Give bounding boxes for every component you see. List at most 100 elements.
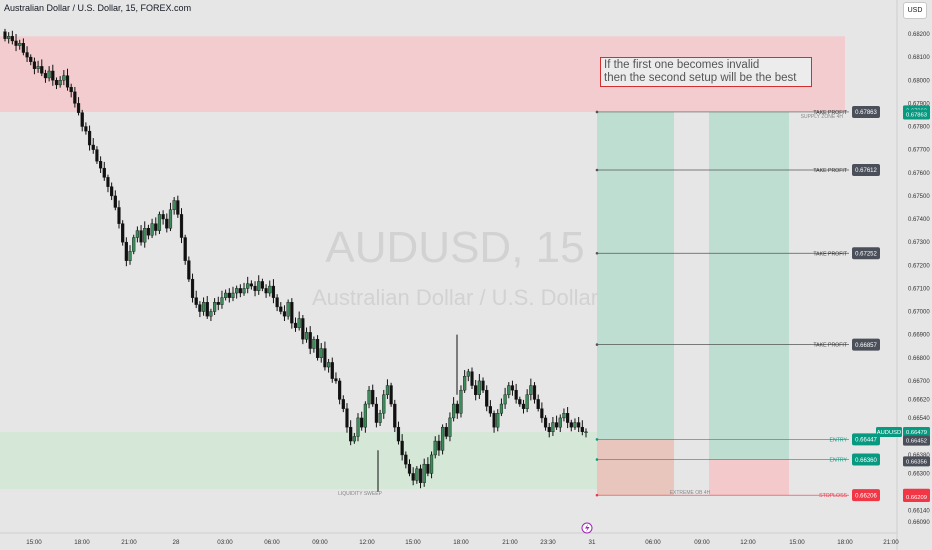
candle-body-up — [529, 385, 533, 395]
position-1-risk-area[interactable] — [597, 439, 674, 496]
position-2-risk-area[interactable] — [709, 459, 789, 496]
candle — [260, 278, 265, 292]
candle — [352, 432, 356, 444]
candle — [308, 326, 312, 355]
candle-body-down — [514, 389, 518, 400]
candle — [198, 301, 202, 318]
candle — [51, 64, 55, 86]
candle-body-down — [411, 473, 415, 481]
candle — [253, 281, 257, 297]
position-1-profit-area[interactable] — [597, 111, 674, 440]
candle — [503, 387, 507, 409]
trade-line-stoploss[interactable]: STOPLOSS 0.66206 — [595, 489, 880, 502]
symbol-title[interactable]: Australian Dollar / U.S. Dollar, 15, FOR… — [4, 3, 192, 13]
trade-line-value-badge — [852, 105, 880, 118]
candle — [580, 420, 584, 436]
trade-line-take-profit[interactable]: TAKE PROFIT 0.67612 — [595, 163, 880, 176]
candle — [341, 395, 345, 413]
candle-body-down — [536, 399, 540, 409]
trade-line-take-profit[interactable]: TAKE PROFIT 0.67863 — [595, 105, 880, 118]
candle-body-up — [525, 394, 529, 409]
candle — [474, 379, 478, 401]
candle — [132, 234, 136, 255]
candle — [540, 402, 544, 423]
price-tick-label: 0.66540 — [908, 416, 930, 422]
price-tick-label: 0.67300 — [908, 240, 930, 246]
candle — [393, 399, 397, 433]
candle-body-down — [264, 288, 268, 294]
candle-body-down — [426, 463, 430, 474]
candle — [246, 276, 250, 294]
demand-zone[interactable] — [0, 432, 597, 490]
currency-button[interactable]: USD — [903, 2, 927, 19]
candle-body-down — [216, 302, 220, 305]
candle — [440, 424, 445, 455]
trade-line-label: ENTRY — [830, 458, 848, 464]
candle — [176, 195, 180, 218]
price-axis-tag-text: 0.66209 — [906, 495, 927, 501]
candle — [382, 389, 386, 419]
trade-line-anchor — [595, 493, 599, 497]
candle-body-up — [448, 417, 452, 437]
time-axis[interactable]: 15:00 18:00 21:00 28 03:00 06:00 09:00 12:00 15:… — [26, 539, 899, 546]
position-2-profit-area[interactable] — [709, 111, 789, 460]
candle — [213, 298, 217, 316]
candle-body-up — [231, 292, 235, 298]
candle-body-up — [385, 385, 390, 395]
lightning-icon[interactable] — [581, 522, 593, 534]
price-axis-tag-bg — [903, 456, 930, 467]
candle — [29, 54, 33, 66]
trade-line-entry[interactable]: ENTRY 0.66447 — [595, 433, 880, 446]
candle-body-up — [352, 436, 356, 442]
candle — [154, 217, 158, 236]
candle — [326, 358, 331, 373]
candle-body-down — [165, 218, 169, 229]
time-tick-label: 21:00 — [883, 539, 899, 546]
candle — [113, 190, 117, 211]
trade-line-take-profit[interactable]: TAKE PROFIT 0.66857 — [595, 338, 880, 351]
candle — [161, 210, 165, 225]
candle — [566, 407, 570, 429]
trade-line-anchor — [595, 168, 599, 172]
price-tick-label: 0.67500 — [908, 194, 930, 200]
candle-body-up — [499, 403, 504, 414]
candle-body-up — [242, 288, 246, 294]
candle-body-down — [87, 130, 92, 146]
candle — [334, 372, 338, 384]
candle — [319, 342, 323, 363]
candle — [455, 400, 459, 419]
annotation-note[interactable]: If the first one becomes invalid then th… — [600, 57, 812, 87]
candle-body-up — [562, 413, 566, 419]
candle-body-up — [213, 302, 217, 312]
candle-body-up — [304, 332, 309, 340]
candle-body-down — [275, 297, 279, 308]
candle-body-up — [135, 230, 139, 238]
candle-body-down — [80, 112, 84, 127]
price-axis-tag-bg — [903, 435, 930, 446]
candle — [10, 30, 14, 45]
candle-body-up — [422, 463, 426, 483]
candle-body-down — [543, 417, 548, 428]
supply-zone-label: SUPPLY ZONE 4H — [801, 114, 844, 120]
price-axis-tag: 0.66356 — [903, 456, 930, 467]
candle — [356, 413, 360, 442]
candle — [573, 418, 577, 430]
time-tick-label: 18:00 — [74, 539, 90, 546]
time-tick-label: 03:00 — [217, 539, 233, 546]
trade-line-entry[interactable]: ENTRY 0.66360 — [595, 453, 880, 466]
trade-line-take-profit[interactable]: TAKE PROFIT 0.67252 — [595, 247, 880, 260]
candle-body-up — [297, 318, 301, 328]
candle — [36, 60, 40, 73]
price-tick-label: 0.67100 — [908, 286, 930, 292]
candle-body-up — [415, 468, 419, 481]
trade-line-anchor — [595, 458, 599, 461]
candle-body-down — [117, 207, 121, 224]
candle-body-down — [371, 389, 375, 405]
candle — [411, 467, 415, 486]
watermark-symbol: AUDUSD, 15 — [325, 223, 584, 272]
candle — [437, 434, 441, 456]
candle — [84, 122, 88, 135]
time-tick-label: 15:00 — [405, 539, 421, 546]
candle — [330, 357, 334, 383]
